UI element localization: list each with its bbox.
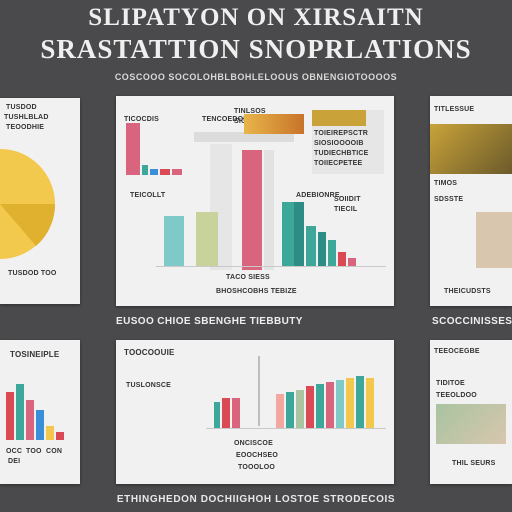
panel-top-center: TICOCDIS TENCOEDOE TINLSOS SICEENTL TOIE… [116, 96, 394, 306]
side-label: SIOSIOOOOIB [314, 140, 364, 147]
bar-group [206, 376, 386, 428]
chart-bar [16, 384, 24, 440]
axis-label: OCC [6, 448, 23, 455]
chart-bar [306, 386, 314, 428]
side-label: TOIIECPETEE [314, 160, 363, 167]
chart-bar [222, 398, 230, 428]
chart-bar [326, 382, 334, 428]
chart-bar [6, 392, 14, 440]
panel-bottom-center: TOOCOOUIE TUSLONSCE ONCISCOE EOOCHSEO TO… [116, 340, 394, 484]
caption-right: SCOCCINISSES [432, 316, 512, 327]
panel-top-left: TUSDOD TUSHLBLAD TEOODHIE TUSDOD TOO [0, 98, 80, 304]
panel-label: TEEOLDOO [436, 392, 477, 399]
lower-label: TEICOLLT [130, 192, 166, 199]
chart-bar [296, 390, 304, 428]
pie-slice-accent [0, 204, 56, 246]
photo-block [430, 124, 512, 174]
podium-side [264, 150, 274, 270]
chart-bar [36, 410, 44, 440]
bar-group [6, 370, 76, 440]
infographic-header: SLIPATYON ON XIRSAITN SRASTATTION SNOPRL… [0, 0, 512, 92]
title-line-1: SLIPATYON ON XIRSAITN [88, 4, 424, 31]
panel-footer-label: THEICUDSTS [444, 288, 491, 295]
chart-bar [276, 394, 284, 428]
chart-bar [286, 392, 294, 428]
chart-bar [336, 380, 344, 428]
footer-caption: ETHINGHEDON DOCHIIGHOH LOSTOE STRODECOIS [116, 494, 396, 505]
chart-bar [196, 212, 218, 266]
chart-bar [150, 169, 158, 175]
map-thumbnail [436, 404, 506, 444]
chart-bar [294, 202, 304, 266]
panel-label: TOOCOOUIE [124, 348, 175, 357]
axis-label: DEI [8, 458, 21, 465]
chart-bar [348, 258, 356, 266]
lower-label: ADEBIONRE [296, 192, 340, 199]
chart-bar [346, 378, 354, 428]
podium-bar [242, 150, 262, 270]
chart-bar [56, 432, 64, 440]
chart-bar [338, 252, 346, 266]
chart-bar [26, 400, 34, 440]
panel-bottom-right: TEEOCEGBE TIDITOE TEEOLDOO THIL SEURS [430, 340, 512, 484]
panel-footer-label: BHOSHCOBHS TEBIZE [216, 288, 297, 295]
panel-label: TUSLONSCE [126, 382, 171, 389]
chart-bar [214, 402, 220, 428]
bar-group-top [126, 120, 186, 175]
divider-line [258, 356, 260, 426]
chart-bar [232, 398, 240, 428]
chart-bar [316, 384, 324, 428]
axis-label: TOO [26, 448, 42, 455]
chart-bar [318, 232, 326, 266]
side-label: TUDIECHBTICE [314, 150, 369, 157]
panel-label: TITLESSUE [434, 106, 475, 113]
side-label: SOIIDIT [334, 196, 361, 203]
ribbon-graphic [244, 114, 304, 134]
panel-label: SDSSTE [434, 196, 464, 203]
chart-bar [172, 169, 182, 175]
side-label-box: TOIEIREPSCTR SIOSIOOOOIB TUDIECHBTICE TO… [312, 110, 384, 174]
baseline [156, 266, 386, 267]
chart-bar [142, 165, 148, 175]
side-label: TOIEIREPSCTR [314, 130, 369, 137]
panel-label: TENCOEDOE [202, 116, 249, 123]
podium-top [194, 132, 294, 142]
chart-bar [356, 376, 364, 428]
chart-bar [328, 240, 336, 266]
lower-label: TOOOLOO [238, 464, 276, 471]
panel-caption: TUSDOD TOO [8, 270, 57, 277]
chart-bar [282, 202, 294, 266]
panel-top-right: TITLESSUE TIMOS SDSSTE THEICUDSTS [430, 96, 512, 306]
bar-group-bottom [160, 196, 390, 266]
pie-chart [0, 149, 56, 259]
lower-label: TIECIL [334, 206, 358, 213]
side-label-head [312, 110, 366, 126]
beige-block [476, 212, 512, 268]
lower-label: ONCISCOE [234, 440, 273, 447]
panel-label: TUSDOD [6, 104, 37, 111]
baseline [206, 428, 386, 429]
panel-label: TUSHLBLAD [4, 114, 49, 121]
panel-label: TIMOS [434, 180, 458, 187]
panel-label: TINLSOS [234, 108, 266, 115]
axis-label: CON [46, 448, 63, 455]
chart-bar [164, 216, 184, 266]
panel-label: TIDITOE [436, 380, 465, 387]
subtitle: COSCOOO SOCOLOHBLBOHLELOOUS OBNENGIOTOOO… [114, 72, 398, 82]
chart-bar [366, 378, 374, 428]
chart-bar [306, 226, 316, 266]
panel-bottom-left: TOSINEIPLE OCC TOO CON DEI [0, 340, 80, 484]
lower-label: EOOCHSEO [236, 452, 279, 459]
chart-bar [46, 426, 54, 440]
chart-bar [160, 169, 170, 175]
chart-bar [126, 123, 140, 175]
caption-center: EUSOO CHIOE SBENGHE TIEBBUTY [116, 316, 303, 327]
panel-label: TEEOCEGBE [434, 348, 480, 355]
title-line-2: SRASTATTION SNOPRLATIONS [40, 34, 472, 64]
panel-footer-label: THIL SEURS [452, 460, 496, 467]
panel-label: TOSINEIPLE [10, 350, 60, 359]
panel-label: TEOODHIE [6, 124, 45, 131]
panel-footer-label: TACO SIESS [226, 274, 270, 281]
panel-label: TICOCDIS [124, 116, 160, 123]
